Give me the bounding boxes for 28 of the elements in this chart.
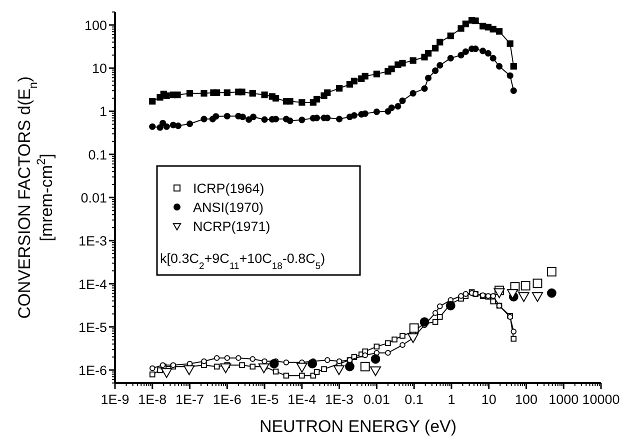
- legend-label: ICRP(1964): [193, 181, 264, 196]
- y-tick-label: 100: [84, 18, 107, 33]
- x-tick-label: 1E-3: [325, 392, 354, 407]
- y-tick-label: 1E-6: [78, 363, 107, 378]
- x-tick-label: 10000: [582, 392, 620, 407]
- y-tick-label: 0.01: [80, 190, 107, 206]
- y-tick-label: 0.1: [88, 147, 107, 162]
- y-tick-label: 1: [99, 104, 107, 120]
- legend-label: ANSI(1970): [193, 200, 264, 215]
- x-tick-label: 1: [448, 392, 456, 407]
- x-tick-label: 10: [481, 392, 496, 407]
- x-axis-title: NEUTRON ENERGY (eV): [259, 417, 457, 436]
- x-tick-label: 1E-6: [212, 392, 242, 407]
- x-tick-label: 0.1: [404, 392, 424, 407]
- legend-label: NCRP(1971): [193, 219, 270, 234]
- y-tick-label: 1E-3: [78, 234, 107, 249]
- y-tick-label: 1E-5: [78, 320, 107, 335]
- x-tick-label: 1000: [548, 392, 579, 407]
- x-tick-label: 1E-9: [100, 392, 130, 407]
- x-tick-label: 1E-7: [176, 392, 204, 407]
- text: k[0.3C$_{2}$+9C$_{11}$+10C$_{18}$-0.8C$_{5}$): [160, 251, 326, 272]
- x-tick-label: 1E-5: [250, 392, 279, 407]
- x-tick-label: 1E-8: [138, 392, 167, 407]
- x-tick-label: 0.01: [364, 392, 390, 407]
- y-tick-label: 1E-4: [78, 276, 108, 292]
- x-tick-label: 100: [514, 392, 538, 407]
- y-tick-label: 10: [92, 61, 107, 76]
- x-tick-label: 1E-4: [288, 392, 317, 407]
